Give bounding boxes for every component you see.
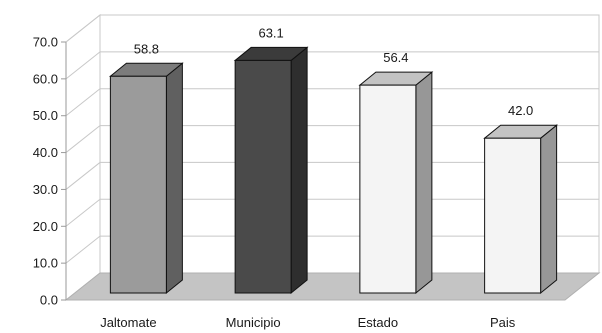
gridline bbox=[65, 88, 599, 117]
bar bbox=[108, 62, 184, 295]
bar bbox=[483, 124, 559, 295]
floor-plane bbox=[64, 272, 601, 301]
x-category-label: Estado bbox=[358, 315, 398, 330]
side-wall bbox=[65, 13, 101, 302]
bar-side bbox=[540, 124, 558, 295]
data-label: 58.8 bbox=[134, 41, 159, 56]
bar-front bbox=[109, 75, 167, 294]
chart-floor bbox=[64, 272, 601, 301]
bar-side bbox=[290, 46, 308, 295]
bar-side bbox=[165, 62, 183, 295]
y-tick-label: 30.0 bbox=[33, 182, 58, 197]
x-axis-category-labels: Jaltomate Municipio Estado Pais bbox=[100, 315, 516, 330]
y-axis-tick-labels: 0.0 10.0 20.0 30.0 40.0 50.0 60.0 70.0 bbox=[33, 35, 58, 308]
x-category-label: Pais bbox=[490, 315, 516, 330]
bar-front bbox=[359, 84, 417, 294]
gridlines bbox=[61, 14, 599, 301]
bars bbox=[108, 46, 559, 295]
x-category-label: Municipio bbox=[226, 315, 281, 330]
data-label: 56.4 bbox=[383, 50, 408, 65]
y-tick-label: 0.0 bbox=[40, 293, 58, 308]
y-tick-label: 70.0 bbox=[33, 35, 58, 50]
bar-side bbox=[415, 71, 433, 295]
bar bbox=[358, 71, 434, 295]
gridline bbox=[65, 198, 599, 227]
data-label: 42.0 bbox=[508, 103, 533, 118]
data-label: 63.1 bbox=[258, 25, 283, 40]
gridline bbox=[65, 51, 599, 80]
bar bbox=[233, 46, 309, 295]
y-tick-label: 10.0 bbox=[33, 256, 58, 271]
gridline bbox=[65, 161, 599, 190]
y-tick-label: 50.0 bbox=[33, 108, 58, 123]
data-labels: 58.8 63.1 56.4 42.0 bbox=[134, 25, 534, 118]
y-tick-label: 20.0 bbox=[33, 219, 58, 234]
bar-front bbox=[484, 137, 542, 294]
y-tick-label: 40.0 bbox=[33, 145, 58, 160]
gridline bbox=[65, 125, 599, 153]
gridline bbox=[65, 235, 599, 264]
y-tick-label: 60.0 bbox=[33, 71, 58, 86]
bar-front bbox=[234, 59, 292, 294]
gridline bbox=[65, 14, 599, 43]
x-category-label: Jaltomate bbox=[100, 315, 156, 330]
